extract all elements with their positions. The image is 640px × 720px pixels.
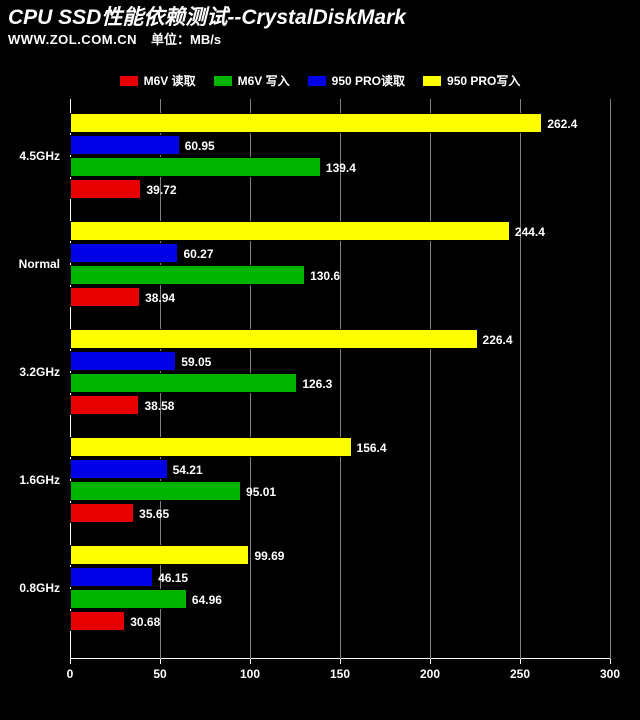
- bar: 262.4: [70, 113, 542, 133]
- bar-group: 0.8GHz99.6946.1564.9630.68: [70, 545, 610, 631]
- bar: 46.15: [70, 567, 153, 587]
- bar-group: 3.2GHz226.459.05126.338.58: [70, 329, 610, 415]
- bar: 39.72: [70, 179, 141, 199]
- legend-item: 950 PRO写入: [423, 72, 520, 89]
- unit-label: 单位：MB/s: [151, 29, 221, 48]
- bar-value-label: 46.15: [158, 568, 188, 588]
- bar-value-label: 95.01: [246, 482, 276, 502]
- legend-label: 950 PRO写入: [447, 72, 520, 89]
- legend-swatch: [308, 76, 326, 86]
- bar-value-label: 59.05: [181, 352, 211, 372]
- bar: 226.4: [70, 329, 478, 349]
- category-label: 1.6GHz: [19, 473, 60, 487]
- bar-value-label: 35.65: [139, 504, 169, 524]
- bar-group: 4.5GHz262.460.95139.439.72: [70, 113, 610, 199]
- bar-value-label: 156.4: [357, 438, 387, 458]
- bar-group: 1.6GHz156.454.2195.0135.65: [70, 437, 610, 523]
- x-tick-mark: [340, 659, 341, 664]
- bar-group: Normal244.460.27130.638.94: [70, 221, 610, 307]
- bar-value-label: 126.3: [302, 374, 332, 394]
- x-tick-mark: [70, 659, 71, 664]
- bar-value-label: 60.95: [185, 136, 215, 156]
- bar-value-label: 60.27: [183, 244, 213, 264]
- bar-value-label: 38.58: [144, 396, 174, 416]
- site-url: WWW.ZOL.COM.CN: [8, 32, 137, 47]
- bar: 35.65: [70, 503, 134, 523]
- legend-label: M6V 读取: [144, 72, 196, 89]
- x-tick-mark: [430, 659, 431, 664]
- bar: 156.4: [70, 437, 352, 457]
- x-tick-label: 300: [600, 667, 620, 681]
- bar: 38.58: [70, 395, 139, 415]
- x-tick-label: 50: [153, 667, 166, 681]
- x-tick-label: 0: [67, 667, 74, 681]
- legend-label: M6V 写入: [238, 72, 290, 89]
- x-tick-label: 250: [510, 667, 530, 681]
- bar-value-label: 244.4: [515, 222, 545, 242]
- gridline: [610, 99, 611, 659]
- x-tick-mark: [250, 659, 251, 664]
- category-label: 4.5GHz: [19, 149, 60, 163]
- bar: 95.01: [70, 481, 241, 501]
- chart-subtitle: WWW.ZOL.COM.CN 单位：MB/s: [8, 29, 632, 48]
- bar-chart: 0501001502002503004.5GHz262.460.95139.43…: [70, 99, 610, 685]
- legend-item: 950 PRO读取: [308, 72, 405, 89]
- bar: 54.21: [70, 459, 168, 479]
- bar: 64.96: [70, 589, 187, 609]
- legend-item: M6V 写入: [214, 72, 290, 89]
- bar: 38.94: [70, 287, 140, 307]
- bar: 99.69: [70, 545, 249, 565]
- x-tick-mark: [160, 659, 161, 664]
- bar: 139.4: [70, 157, 321, 177]
- bar-value-label: 130.6: [310, 266, 340, 286]
- bar-value-label: 38.94: [145, 288, 175, 308]
- plot-area: 0501001502002503004.5GHz262.460.95139.43…: [70, 99, 610, 659]
- chart-header: CPU SSD性能依赖测试--CrystalDiskMark WWW.ZOL.C…: [0, 0, 640, 50]
- legend-swatch: [120, 76, 138, 86]
- bar-value-label: 99.69: [254, 546, 284, 566]
- bar-value-label: 54.21: [173, 460, 203, 480]
- bar-value-label: 262.4: [547, 114, 577, 134]
- bar: 30.68: [70, 611, 125, 631]
- x-tick-label: 100: [240, 667, 260, 681]
- bar: 59.05: [70, 351, 176, 371]
- x-tick-label: 200: [420, 667, 440, 681]
- bar: 126.3: [70, 373, 297, 393]
- bar-value-label: 30.68: [130, 612, 160, 632]
- bar-value-label: 226.4: [483, 330, 513, 350]
- legend-item: M6V 读取: [120, 72, 196, 89]
- category-label: Normal: [19, 257, 60, 271]
- legend-swatch: [214, 76, 232, 86]
- bar: 60.95: [70, 135, 180, 155]
- category-label: 0.8GHz: [19, 581, 60, 595]
- bar-value-label: 64.96: [192, 590, 222, 610]
- bar: 130.6: [70, 265, 305, 285]
- chart-legend: M6V 读取 M6V 写入 950 PRO读取 950 PRO写入: [0, 72, 640, 89]
- legend-swatch: [423, 76, 441, 86]
- bar: 60.27: [70, 243, 178, 263]
- x-tick-label: 150: [330, 667, 350, 681]
- bar-value-label: 39.72: [146, 180, 176, 200]
- bar: 244.4: [70, 221, 510, 241]
- bar-value-label: 139.4: [326, 158, 356, 178]
- legend-label: 950 PRO读取: [332, 72, 405, 89]
- x-tick-mark: [610, 659, 611, 664]
- chart-title: CPU SSD性能依赖测试--CrystalDiskMark: [8, 6, 632, 29]
- category-label: 3.2GHz: [19, 365, 60, 379]
- x-tick-mark: [520, 659, 521, 664]
